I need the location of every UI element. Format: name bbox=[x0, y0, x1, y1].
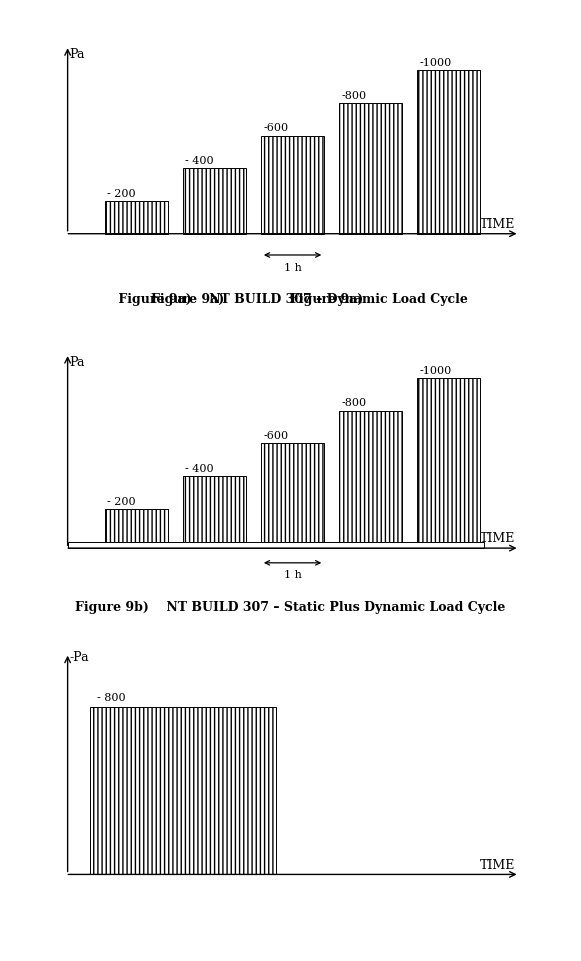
Bar bbox=[90, 706, 276, 875]
Text: Pa: Pa bbox=[69, 356, 85, 369]
Text: -800: -800 bbox=[341, 90, 367, 101]
Bar bbox=[339, 411, 402, 542]
Text: -1000: -1000 bbox=[419, 58, 451, 68]
Text: -600: -600 bbox=[263, 431, 288, 441]
Bar bbox=[261, 444, 324, 542]
Text: - 200: - 200 bbox=[107, 188, 136, 199]
Bar bbox=[105, 509, 168, 542]
Text: -800: -800 bbox=[341, 398, 367, 408]
Text: - 200: - 200 bbox=[107, 496, 136, 506]
Bar bbox=[261, 136, 324, 234]
Text: TIME: TIME bbox=[479, 531, 515, 545]
Bar bbox=[67, 542, 484, 549]
Text: Figure 9a)    NT BUILD 307 – Dynamic Load Cycle: Figure 9a) NT BUILD 307 – Dynamic Load C… bbox=[113, 293, 468, 307]
Text: Pa: Pa bbox=[69, 48, 85, 62]
Text: - 400: - 400 bbox=[185, 156, 214, 166]
Text: 1 h: 1 h bbox=[284, 262, 302, 272]
Text: Figure 9a): Figure 9a) bbox=[151, 293, 224, 307]
Bar bbox=[417, 71, 480, 234]
Text: Figure 9b)    NT BUILD 307 – Static Plus Dynamic Load Cycle: Figure 9b) NT BUILD 307 – Static Plus Dy… bbox=[76, 601, 505, 614]
Text: TIME: TIME bbox=[479, 217, 515, 231]
Bar bbox=[417, 379, 480, 542]
Bar bbox=[183, 169, 246, 234]
Text: TIME: TIME bbox=[479, 858, 515, 872]
Text: - 400: - 400 bbox=[185, 463, 214, 474]
Bar bbox=[339, 104, 402, 234]
Text: -600: -600 bbox=[263, 123, 288, 134]
Bar bbox=[105, 202, 168, 234]
Text: - 800: - 800 bbox=[98, 693, 126, 702]
Bar bbox=[183, 477, 246, 542]
Text: Figure 9a): Figure 9a) bbox=[290, 293, 364, 307]
Text: -1000: -1000 bbox=[419, 365, 451, 376]
Text: 1 h: 1 h bbox=[284, 570, 302, 579]
Text: -Pa: -Pa bbox=[69, 651, 89, 664]
